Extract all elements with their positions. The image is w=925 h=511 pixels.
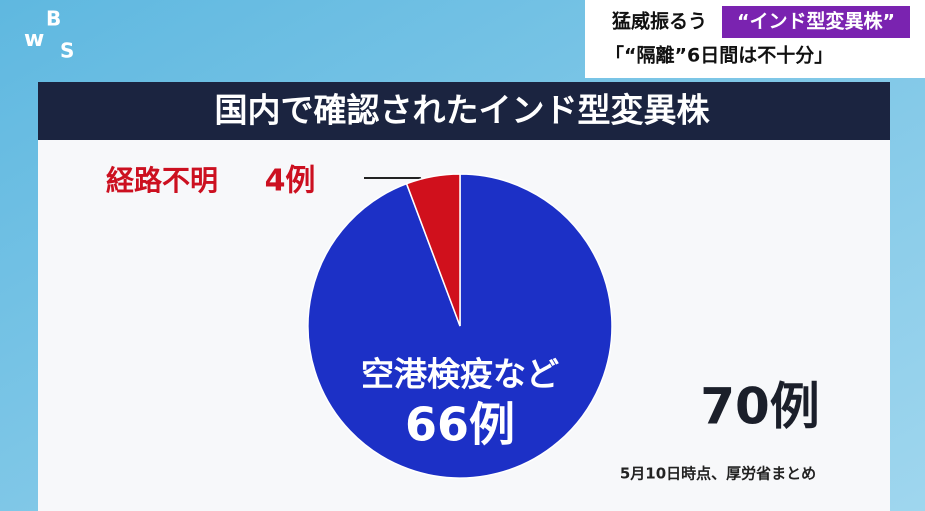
value-label: 4例 — [265, 164, 316, 199]
chart-title: 国内で確認されたインド型変異株 — [215, 91, 711, 130]
pie-slice — [405, 173, 461, 327]
logo-letter: w — [24, 27, 44, 52]
header-line2: 「“隔離”6日間は不十分」 — [605, 44, 833, 67]
total-label: 70例 — [700, 378, 820, 436]
logo: w B S — [24, 7, 74, 63]
title-bar — [38, 82, 890, 140]
category-label: 空港検疫など — [361, 355, 559, 394]
header-highlight: “インド型変異株” — [737, 10, 895, 33]
header-highlight-bg — [722, 6, 910, 38]
header-line1: 猛威振るう — [611, 10, 707, 33]
value-label: 66例 — [405, 398, 515, 452]
pie — [307, 173, 613, 479]
source-note: 5月10日時点、厚労省まとめ — [620, 465, 816, 483]
category-label: 経路不明 — [106, 164, 218, 197]
logo-letter: B — [46, 7, 61, 31]
logo-letter: S — [60, 39, 74, 63]
